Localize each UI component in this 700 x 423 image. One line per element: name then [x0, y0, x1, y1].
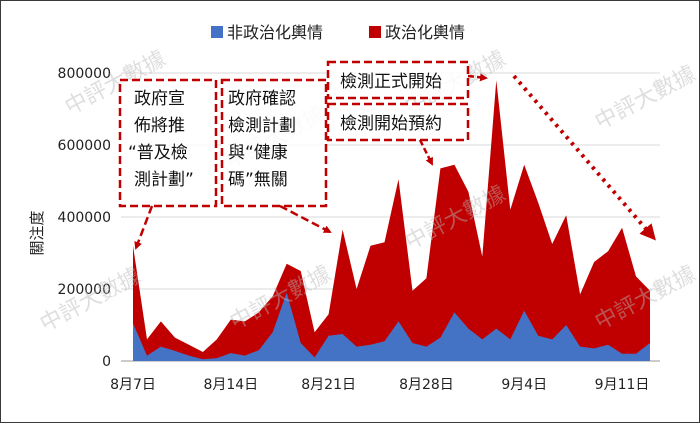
x-axis-ticks: 8月7日 8月14日 8月21日 8月28日 9月4日 9月11日	[110, 377, 649, 393]
annotation-3-text: 檢測正式開始	[340, 72, 442, 92]
annotation-2-arrow	[279, 204, 332, 234]
annotations: 政府宣 佈將推 “普及檢 測計劃” 政府確認 檢測計劃 與“健康 碼”無關 檢測…	[118, 60, 656, 250]
data-areas	[133, 80, 650, 361]
annotation-2-line-3: 與“健康	[228, 143, 288, 163]
annotation-box-2	[220, 78, 328, 208]
x-tick-label: 9月11日	[595, 377, 650, 393]
x-tick-label: 8月21日	[301, 377, 356, 393]
annotation-1-line-1: 政府宣	[134, 89, 185, 109]
annotation-1-line-2: 佈將推	[134, 116, 185, 136]
annotation-1-arrow	[134, 205, 154, 250]
y-axis-ticks: 0 200000 400000 600000 800000	[58, 66, 111, 370]
x-tick-label: 9月4日	[501, 377, 547, 393]
annotation-4-text: 檢測開始預約	[340, 114, 442, 134]
trend-arrow	[512, 74, 656, 241]
x-tick-label: 8月14日	[203, 377, 258, 393]
y-tick-label: 200000	[58, 282, 111, 298]
legend-swatch-political	[369, 26, 381, 38]
annotation-2-line-2: 檢測計劃	[228, 116, 296, 136]
legend: 非政治化輿情 政治化輿情	[211, 23, 465, 42]
y-tick-label: 600000	[58, 138, 111, 154]
annotation-1-line-4: 測計劃”	[134, 170, 194, 190]
legend-label-non-political: 非政治化輿情	[227, 23, 323, 42]
annotation-1-line-3: “普及檢	[128, 143, 188, 163]
annotation-3-arrow	[467, 73, 488, 82]
y-tick-label: 0	[102, 354, 111, 370]
annotation-box-3	[326, 60, 470, 100]
x-tick-label: 8月7日	[110, 377, 156, 393]
annotation-2-line-4: 碼”無關	[228, 170, 288, 190]
legend-swatch-non-political	[211, 26, 223, 38]
area-non-political	[133, 292, 650, 361]
y-tick-label: 400000	[58, 210, 111, 226]
watermark: 中評大數據	[36, 264, 145, 338]
annotation-4-arrow	[418, 139, 434, 166]
x-tick-label: 8月28日	[399, 377, 454, 393]
y-tick-label: 800000	[58, 66, 111, 82]
annotation-box-4	[326, 102, 470, 142]
annotation-2-line-1: 政府確認	[228, 89, 296, 109]
legend-label-political: 政治化輿情	[385, 23, 465, 42]
y-axis-label: 關注度	[28, 210, 46, 255]
area-political	[133, 80, 650, 361]
annotation-box-1	[118, 78, 218, 208]
